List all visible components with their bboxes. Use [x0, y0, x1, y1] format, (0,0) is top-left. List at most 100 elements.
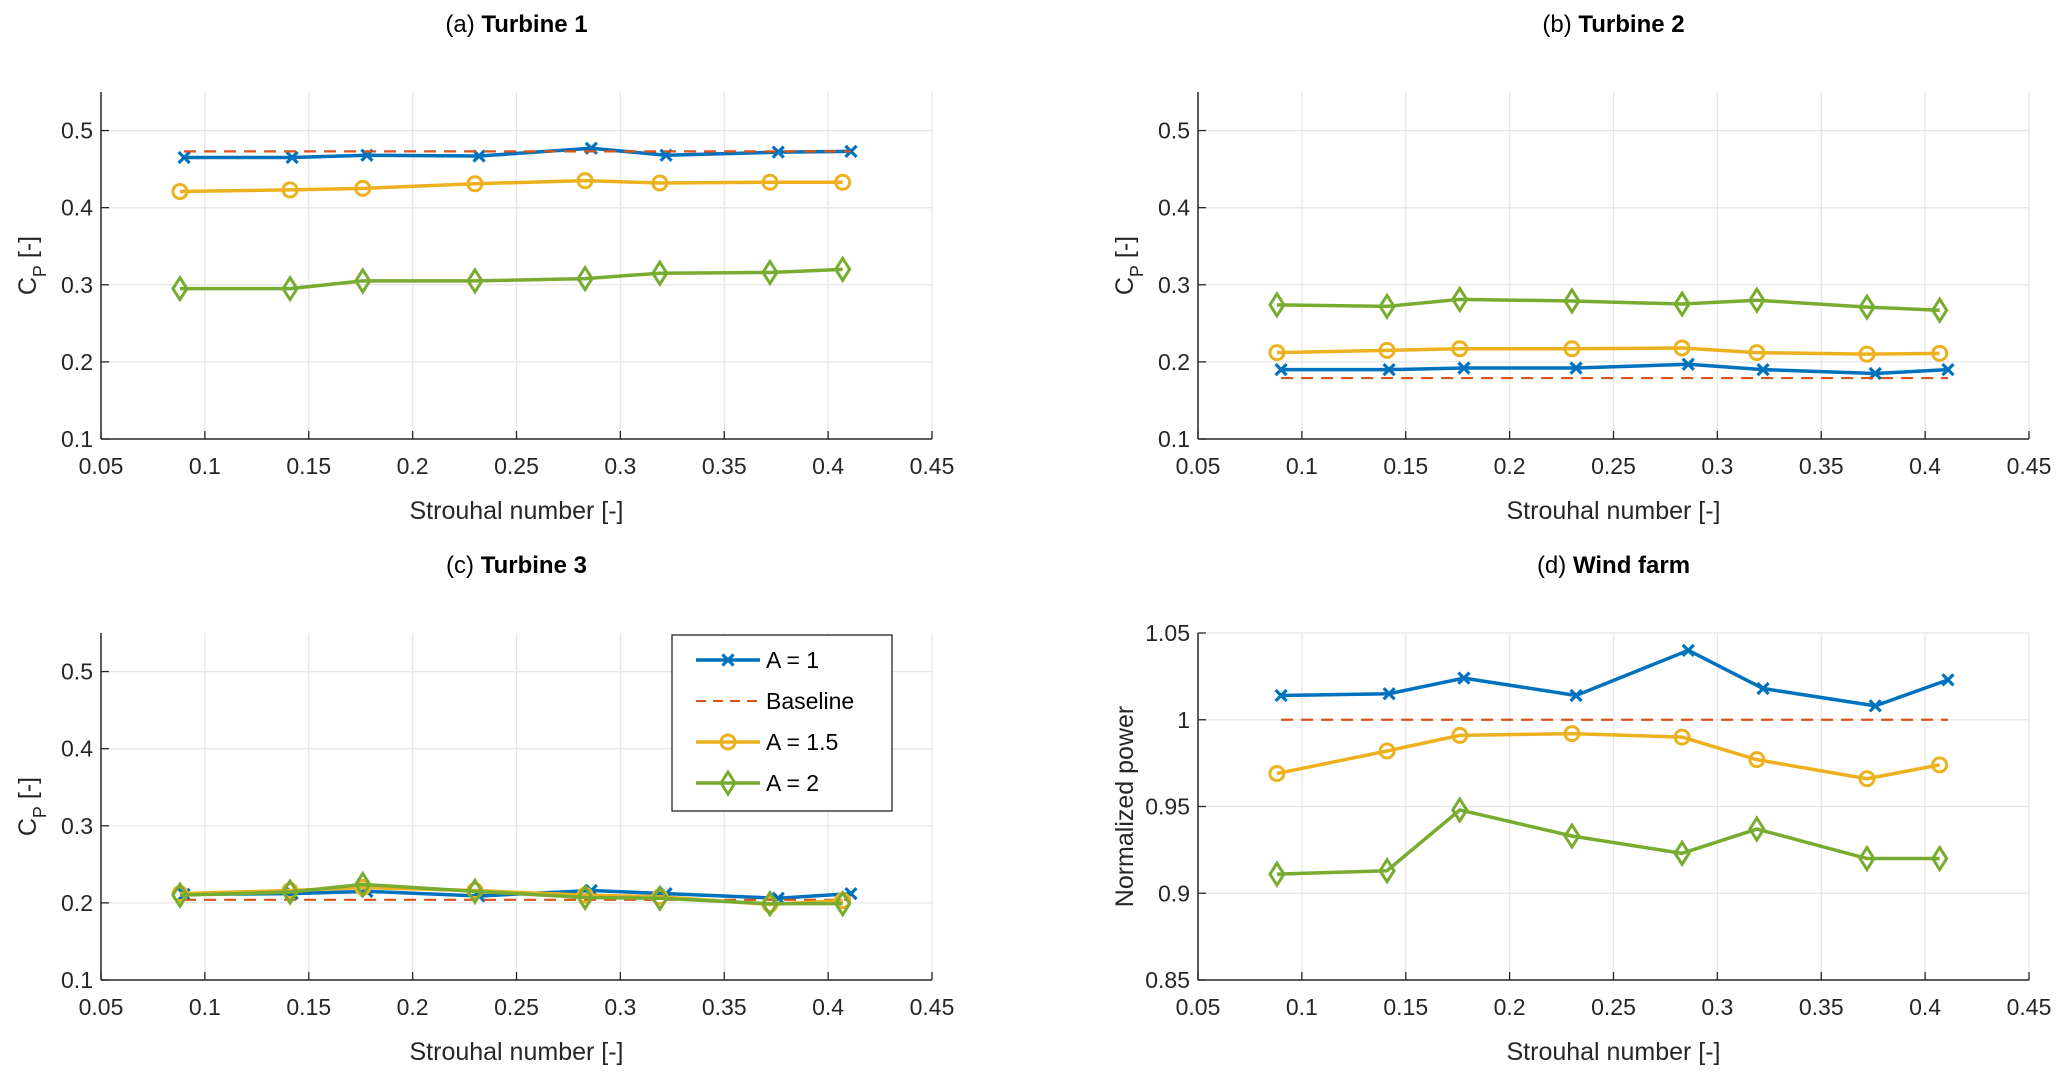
- y-tick-label: 0.5: [1158, 118, 1190, 144]
- legend: A = 1 Baseline A = 1.5 A = 2: [671, 634, 893, 812]
- data-point: [1930, 296, 1949, 325]
- data-point: [466, 267, 484, 295]
- x-tick-label: 0.1: [189, 453, 221, 479]
- data-point: [1931, 756, 1949, 774]
- x-tick-label: 0.45: [2007, 453, 2052, 479]
- data-point: [281, 181, 299, 199]
- legend-label: A = 1: [766, 647, 819, 673]
- data-point: [1274, 688, 1288, 703]
- legend-marker: [719, 733, 737, 751]
- x-tick-label: 0.2: [397, 994, 429, 1020]
- y-tick-label: 0.95: [1145, 794, 1190, 820]
- series-a-1: [1274, 643, 1955, 713]
- data-point: [1681, 643, 1695, 657]
- panel-label: (a): [445, 11, 481, 38]
- y-axis-label: CP [-]: [14, 236, 50, 295]
- y-tick-label: 0.4: [61, 195, 93, 221]
- data-point: [1268, 291, 1286, 319]
- series-a-1: [1274, 357, 1955, 381]
- x-marker-stroke: [1457, 671, 1471, 685]
- x-marker-stroke: [1569, 361, 1583, 375]
- x-marker-stroke: [1941, 673, 1955, 687]
- x-marker-stroke: [177, 150, 191, 165]
- legend-marker: [721, 653, 735, 667]
- panel-title: (c) Turbine 3: [446, 552, 587, 579]
- y-axis-label: Normalized power: [1111, 706, 1139, 907]
- data-point: [285, 150, 299, 165]
- data-point: [466, 175, 484, 193]
- data-point: [1748, 286, 1766, 314]
- data-point: [1569, 361, 1583, 375]
- y-tick-label: 0.2: [1158, 349, 1190, 375]
- data-point: [1451, 340, 1469, 358]
- x-axis-label: Strouhal number [-]: [410, 1038, 624, 1066]
- x-tick-label: 0.35: [702, 453, 747, 479]
- data-point: [1569, 688, 1583, 703]
- data-point: [834, 173, 852, 191]
- series-a-1-5: [171, 172, 852, 200]
- x-tick-label: 0.1: [1286, 994, 1318, 1020]
- data-point: [1268, 860, 1286, 888]
- y-tick-label: 0.4: [61, 736, 93, 762]
- x-marker-stroke: [1681, 357, 1695, 371]
- grid: [1198, 632, 2030, 980]
- x-tick-label: 0.25: [494, 994, 539, 1020]
- series-line: [179, 267, 843, 291]
- data-point: [771, 145, 785, 159]
- x-axis-label: Strouhal number [-]: [1507, 497, 1721, 525]
- x-tick-label: 0.45: [910, 994, 955, 1020]
- data-point: [1457, 671, 1471, 685]
- data-point: [844, 144, 858, 159]
- data-point: [281, 274, 299, 303]
- x-marker-stroke: [1756, 681, 1770, 696]
- legend-item: A = 1.5: [696, 729, 838, 755]
- x-tick-label: 0.15: [1383, 994, 1428, 1020]
- x-tick-label: 0.3: [604, 994, 636, 1020]
- x-marker-stroke: [1382, 362, 1396, 377]
- y-tick-label: 0.1: [61, 426, 93, 452]
- data-point: [1382, 687, 1396, 701]
- data-point: [1457, 361, 1471, 375]
- y-tick-label: 0.2: [61, 890, 93, 916]
- data-point: [1378, 292, 1396, 321]
- data-point: [1673, 839, 1691, 868]
- x-tick-label: 0.4: [812, 994, 844, 1020]
- data-point: [1274, 362, 1288, 377]
- data-point: [1858, 293, 1876, 321]
- y-tick-label: 1.05: [1145, 620, 1190, 646]
- y-tick-label: 0.5: [61, 659, 93, 685]
- data-point: [1268, 344, 1286, 362]
- data-point: [1378, 856, 1396, 885]
- x-tick-label: 0.35: [1799, 453, 1844, 479]
- x-tick-label: 0.2: [397, 453, 429, 479]
- data-point: [171, 881, 189, 909]
- grid: [1198, 92, 2030, 439]
- legend-label: A = 2: [766, 770, 819, 796]
- data-point: [1673, 290, 1691, 318]
- series-a-2: [1268, 796, 1949, 888]
- x-tick-label: 0.15: [286, 994, 331, 1020]
- data-point: [1748, 344, 1766, 362]
- data-point: [1756, 681, 1770, 696]
- data-point: [1450, 796, 1469, 824]
- y-tick-label: 0.3: [61, 272, 93, 298]
- data-point: [1563, 287, 1581, 315]
- x-axis-label: Strouhal number [-]: [410, 497, 624, 525]
- series-line: [1276, 297, 1940, 312]
- x-marker-stroke: [844, 144, 858, 159]
- panel-title-text: Turbine 2: [1578, 11, 1684, 38]
- data-point: [761, 258, 779, 287]
- legend-item: Baseline: [696, 688, 854, 714]
- x-tick-label: 0.25: [1591, 453, 1636, 479]
- y-tick-label: 0.4: [1158, 195, 1190, 221]
- series-line: [179, 178, 843, 194]
- legend-item: A = 2: [696, 769, 819, 797]
- x-tick-label: 0.2: [1494, 994, 1526, 1020]
- data-point: [1563, 340, 1581, 358]
- x-tick-label: 0.15: [286, 453, 331, 479]
- x-tick-label: 0.35: [1799, 994, 1844, 1020]
- data-point: [761, 173, 779, 191]
- data-point: [1378, 742, 1396, 760]
